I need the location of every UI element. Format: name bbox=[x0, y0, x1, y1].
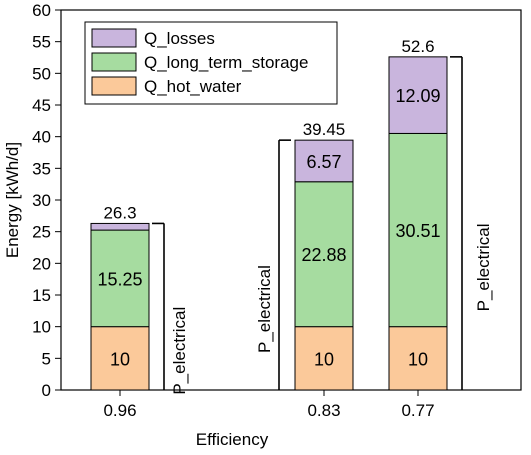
bar-segment bbox=[294, 181, 354, 328]
data-label: 10 bbox=[110, 349, 130, 369]
data-label: 10 bbox=[314, 349, 334, 369]
y-tick-label: 60 bbox=[32, 1, 51, 20]
bracket-label: P_electrical bbox=[170, 307, 189, 395]
legend-label: Q_hot_water bbox=[144, 77, 242, 96]
bar-segment bbox=[294, 139, 354, 183]
legend-swatch bbox=[91, 52, 137, 72]
legend-label: Q_long_term_storage bbox=[144, 53, 308, 72]
data-label: 15.25 bbox=[97, 269, 142, 289]
data-label: 6.57 bbox=[306, 152, 341, 172]
bar-segment bbox=[388, 326, 448, 391]
bar-segment bbox=[90, 229, 150, 328]
bar-segment bbox=[294, 326, 354, 391]
data-label: 22.88 bbox=[301, 245, 346, 265]
bar-segment bbox=[90, 326, 150, 391]
y-tick-label: 40 bbox=[32, 128, 51, 147]
y-tick-label: 45 bbox=[32, 96, 51, 115]
y-tick-label: 55 bbox=[32, 33, 51, 52]
y-tick-label: 10 bbox=[32, 318, 51, 337]
data-label: 10 bbox=[408, 349, 428, 369]
y-tick-label: 0 bbox=[42, 381, 51, 400]
legend-label: Q_losses bbox=[144, 29, 215, 48]
data-label: 30.51 bbox=[395, 221, 440, 241]
y-tick-label: 25 bbox=[32, 223, 51, 242]
legend-swatch bbox=[91, 28, 137, 48]
y-tick-label: 20 bbox=[32, 254, 51, 273]
bar-segment bbox=[388, 56, 448, 134]
total-label: 26.3 bbox=[103, 203, 136, 222]
total-label: 52.6 bbox=[401, 37, 434, 56]
bracket-label: P_electrical bbox=[474, 223, 493, 311]
y-tick-label: 30 bbox=[32, 191, 51, 210]
y-tick-label: 50 bbox=[32, 64, 51, 83]
y-tick-label: 35 bbox=[32, 159, 51, 178]
y-tick-label: 5 bbox=[42, 349, 51, 368]
bar-segment bbox=[388, 132, 448, 328]
bars: 10 15.25 26.3 10 22.88 6.57 39.45 10 30.51 12.09 5… bbox=[90, 37, 448, 391]
bracket-label: P_electrical bbox=[255, 265, 274, 353]
x-tick-label: 0.77 bbox=[401, 401, 434, 420]
x-axis-title: Efficiency bbox=[196, 430, 269, 449]
brackets: P_electrical P_electrical P_electrical bbox=[152, 56, 493, 395]
total-label: 39.45 bbox=[303, 120, 346, 139]
x-tick-label: 0.83 bbox=[307, 401, 340, 420]
y-axis-title: Energy [kWh/d] bbox=[3, 142, 22, 258]
legend-swatch bbox=[91, 76, 137, 96]
y-axis: 0 5 10 15 20 25 30 35 40 45 50 55 60 bbox=[32, 1, 61, 400]
data-label: 12.09 bbox=[395, 86, 440, 106]
x-tick-label: 0.96 bbox=[103, 401, 136, 420]
bar-segment bbox=[90, 222, 150, 231]
x-axis: 0.96 0.83 0.77 bbox=[103, 390, 435, 420]
legend: Q_losses Q_long_term_storage Q_hot_water bbox=[84, 21, 338, 105]
y-tick-label: 15 bbox=[32, 286, 51, 305]
